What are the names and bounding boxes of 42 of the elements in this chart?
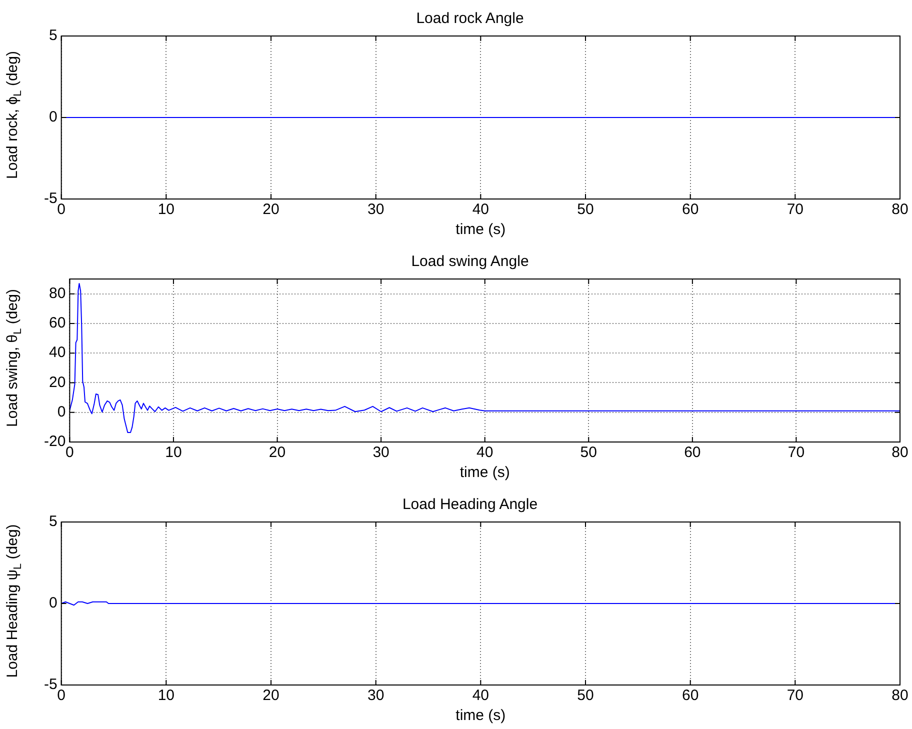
x-tick-label: 50 [580,444,597,462]
x-tick-label: 40 [476,444,494,462]
y-tick-label: -5 [44,676,58,694]
x-tick-label: 60 [682,687,699,704]
chart-title: Load Heading Angle [402,496,538,514]
x-tick-label: 50 [577,201,594,218]
x-tick-label: 10 [165,444,182,462]
x-tick-label: 20 [262,201,280,218]
x-tick-label: 80 [892,201,908,218]
x-tick-label: 80 [892,687,908,704]
y-tick-label: 0 [48,594,58,612]
x-tick-label: 50 [577,687,594,704]
y-tick-label: 5 [48,27,58,44]
chart-title: Load rock Angle [416,10,524,28]
x-tick-label: 80 [892,444,908,462]
y-tick-label: 40 [48,344,66,362]
x-tick-label: 20 [268,444,286,462]
y-tick-label: 60 [48,314,66,332]
x-tick-label: 70 [788,444,805,462]
x-tick-label: 10 [158,687,175,704]
x-tick-label: 30 [367,201,384,218]
x-tick-label: 40 [472,201,490,218]
x-tick-label: 40 [472,687,490,704]
y-tick-label: 80 [48,284,66,302]
x-axis-title: time (s) [456,707,506,724]
x-axis-title: time (s) [460,464,510,482]
x-tick-label: 60 [682,201,699,218]
x-tick-label: 70 [786,687,804,704]
x-tick-label: 70 [786,201,804,218]
y-tick-label: -5 [44,190,58,208]
x-tick-label: 30 [367,687,384,704]
y-tick-label: 0 [57,404,66,421]
x-tick-label: 60 [684,444,701,462]
y-tick-label: 5 [48,513,58,530]
x-axis-title: time (s) [456,221,506,238]
x-tick-label: 10 [158,201,175,218]
x-tick-label: 20 [262,687,280,704]
chart-title: Load swing Angle [411,253,529,270]
x-tick-label: 30 [372,444,390,462]
y-tick-label: 20 [48,374,66,391]
y-tick-label: -20 [44,433,66,450]
y-tick-label: 0 [48,108,58,126]
